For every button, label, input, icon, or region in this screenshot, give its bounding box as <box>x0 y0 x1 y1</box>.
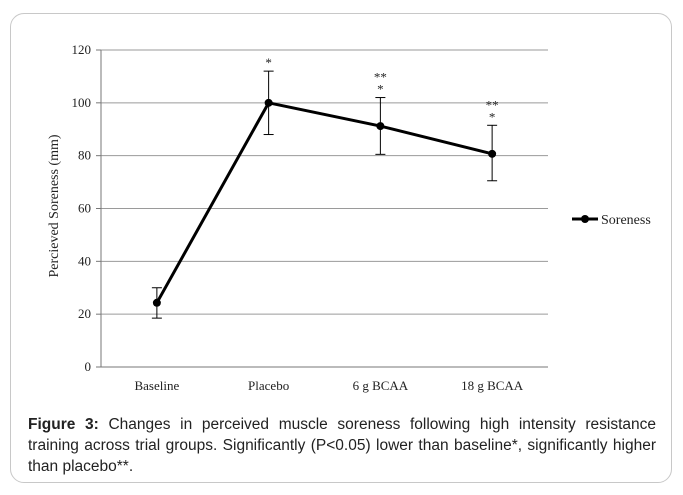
series-line <box>155 101 493 304</box>
y-tick-label: 40 <box>78 253 91 268</box>
legend-marker <box>581 215 589 223</box>
data-points <box>152 98 497 307</box>
caption-text: Changes in perceived muscle soreness fol… <box>28 416 657 475</box>
y-tick-label: 120 <box>72 42 92 57</box>
error-bars <box>151 70 498 319</box>
y-tick-label: 60 <box>78 201 91 216</box>
significance-marker: * <box>377 82 384 97</box>
y-axis-label: Percieved Soreness (mm) <box>47 134 62 277</box>
legend-label-soreness: Soreness <box>601 213 651 228</box>
significance-marker: ** <box>486 97 499 112</box>
x-tick-label: Baseline <box>134 378 179 393</box>
data-point <box>488 149 497 158</box>
y-tick-labels: 0 20 40 60 80 100 120 <box>72 42 92 374</box>
data-point <box>152 298 161 307</box>
significance-annotations: ******* <box>265 55 498 124</box>
significance-marker: * <box>265 55 272 70</box>
figure-caption: Figure 3: Changes in perceived muscle so… <box>28 414 656 477</box>
figure-frame <box>10 13 672 483</box>
caption-label: Figure 3: <box>28 416 99 433</box>
significance-marker: ** <box>374 70 387 85</box>
x-tick-labels: Baseline Placebo 6 g BCAA 18 g BCAA <box>134 378 523 393</box>
data-point <box>264 98 273 107</box>
gridlines <box>96 49 548 368</box>
y-tick-label: 0 <box>85 359 92 374</box>
y-tick-label: 20 <box>78 306 91 321</box>
legend: Soreness <box>572 213 651 228</box>
x-tick-label: 18 g BCAA <box>461 378 524 393</box>
y-tick-label: 80 <box>78 148 91 163</box>
soreness-line <box>155 101 493 304</box>
soreness-chart: 0 20 40 60 80 100 120 Baseline Placebo 6 g BCAA 1… <box>47 42 651 393</box>
y-tick-label: 100 <box>72 95 92 110</box>
significance-marker: * <box>489 109 496 124</box>
data-point <box>376 122 385 131</box>
x-tick-label: 6 g BCAA <box>353 378 409 393</box>
x-tick-label: Placebo <box>248 378 289 393</box>
